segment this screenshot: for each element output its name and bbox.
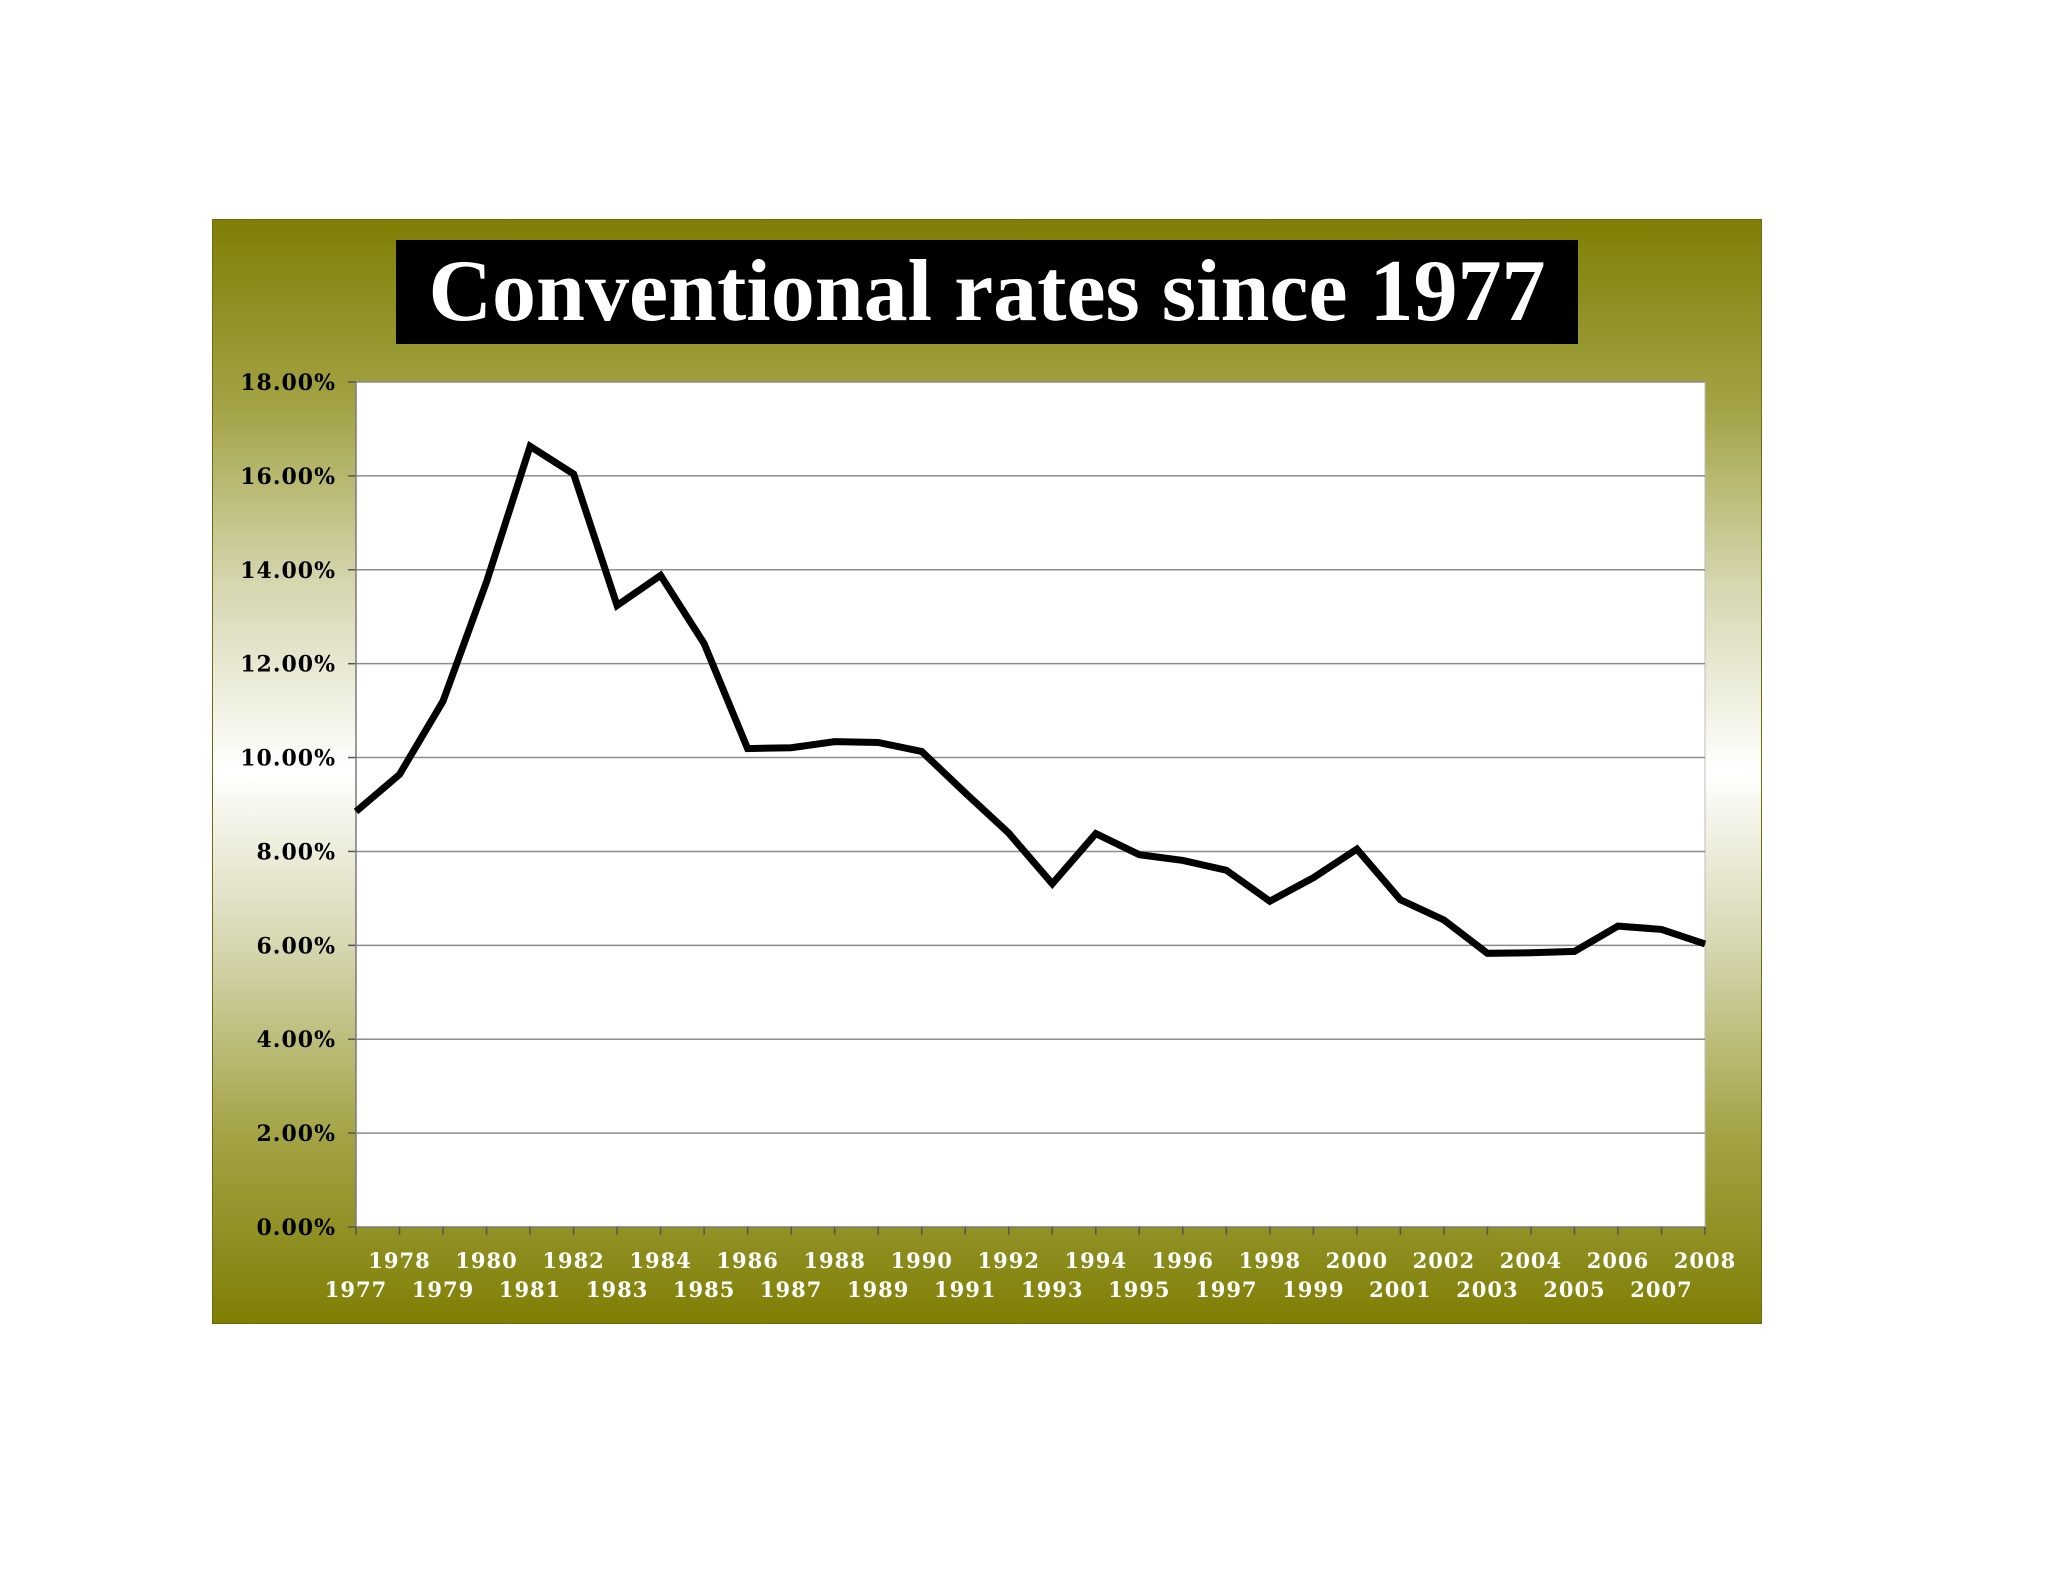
x-tick-label: 1987 bbox=[760, 1277, 822, 1302]
data-point bbox=[1704, 943, 1706, 945]
x-tick-label: 2007 bbox=[1630, 1277, 1692, 1302]
x-tick-label: 1977 bbox=[325, 1277, 387, 1302]
axes bbox=[348, 381, 1706, 1235]
data-point bbox=[616, 604, 618, 606]
data-point bbox=[834, 741, 836, 743]
data-point bbox=[747, 748, 749, 750]
x-tick-label: 1984 bbox=[629, 1248, 691, 1273]
x-tick-label: 1995 bbox=[1108, 1277, 1170, 1302]
series-layer bbox=[353, 440, 1707, 957]
data-point bbox=[877, 742, 879, 744]
x-tick-label: 1999 bbox=[1282, 1277, 1344, 1302]
gridlines bbox=[356, 381, 1705, 1134]
data-point bbox=[964, 792, 966, 794]
data-point bbox=[442, 700, 444, 702]
y-tick-label: 0.00% bbox=[257, 1215, 337, 1241]
x-tick-label: 2004 bbox=[1500, 1248, 1562, 1273]
y-tick-label: 6.00% bbox=[257, 933, 337, 959]
x-tick-label: 1978 bbox=[368, 1248, 430, 1273]
data-point bbox=[1138, 854, 1140, 856]
x-tick-label: 1988 bbox=[803, 1248, 865, 1273]
x-tick-label: 1979 bbox=[412, 1277, 474, 1302]
x-tick-label: 2005 bbox=[1543, 1277, 1605, 1302]
data-point bbox=[1225, 869, 1227, 871]
y-tick-label: 18.00% bbox=[240, 370, 336, 396]
data-point bbox=[1008, 832, 1010, 834]
data-point bbox=[1269, 900, 1271, 902]
x-tick-label: 2003 bbox=[1456, 1277, 1518, 1302]
data-point bbox=[1443, 919, 1445, 921]
data-point bbox=[1051, 883, 1053, 885]
x-tick-label: 2001 bbox=[1369, 1277, 1431, 1302]
data-point bbox=[1530, 952, 1532, 954]
y-tick-label: 2.00% bbox=[257, 1121, 337, 1147]
y-tick-label: 12.00% bbox=[240, 652, 336, 678]
data-point bbox=[1095, 833, 1097, 835]
series-line bbox=[353, 440, 1707, 957]
data-point bbox=[355, 811, 357, 813]
data-point bbox=[1660, 928, 1662, 930]
plot-area bbox=[355, 381, 1706, 1228]
x-tick-labels: 1977 1978 1979 1980 1981 1982 1983 1984 1985 1986… bbox=[325, 1248, 1736, 1302]
x-tick-label: 1989 bbox=[847, 1277, 909, 1302]
x-tick-label: 2008 bbox=[1674, 1248, 1736, 1273]
data-point bbox=[1617, 925, 1619, 927]
x-tick-label: 1980 bbox=[455, 1248, 517, 1273]
data-point bbox=[1573, 950, 1575, 952]
x-tick-label: 2002 bbox=[1413, 1248, 1475, 1273]
data-point bbox=[1182, 859, 1184, 861]
data-point bbox=[660, 574, 662, 576]
x-tick-label: 1981 bbox=[499, 1277, 561, 1302]
data-point bbox=[1312, 877, 1314, 879]
x-tick-label: 1998 bbox=[1239, 1248, 1301, 1273]
data-point bbox=[790, 747, 792, 749]
data-point bbox=[703, 642, 705, 644]
x-tick-label: 1996 bbox=[1152, 1248, 1214, 1273]
data-point bbox=[1356, 848, 1358, 850]
data-point bbox=[573, 473, 575, 475]
y-tick-label: 10.00% bbox=[240, 746, 336, 772]
x-tick-label: 1982 bbox=[542, 1248, 604, 1273]
y-tick-label: 8.00% bbox=[257, 839, 337, 865]
x-tick-label: 2006 bbox=[1587, 1248, 1649, 1273]
data-point bbox=[1399, 899, 1401, 901]
y-tick-labels: 0.00% 2.00% 4.00% 6.00% 8.00% 10.00% 12.00% 14.… bbox=[240, 370, 337, 1241]
y-tick-label: 16.00% bbox=[240, 464, 336, 490]
x-tick-label: 1992 bbox=[978, 1248, 1040, 1273]
y-tick-label: 14.00% bbox=[240, 558, 336, 584]
data-point bbox=[529, 445, 531, 447]
chart-title: Conventional rates since 1977 bbox=[396, 240, 1578, 344]
data-point bbox=[1486, 952, 1488, 954]
data-point bbox=[486, 581, 488, 583]
x-tick-label: 1990 bbox=[890, 1248, 952, 1273]
x-tick-label: 1986 bbox=[716, 1248, 778, 1273]
x-tick-label: 2000 bbox=[1326, 1248, 1388, 1273]
x-tick-label: 1991 bbox=[934, 1277, 996, 1302]
data-point bbox=[399, 773, 401, 775]
x-tick-label: 1994 bbox=[1065, 1248, 1127, 1273]
x-tick-label: 1993 bbox=[1021, 1277, 1083, 1302]
x-tick-label: 1997 bbox=[1195, 1277, 1257, 1302]
y-tick-label: 4.00% bbox=[257, 1027, 337, 1053]
data-point bbox=[921, 750, 923, 752]
x-tick-label: 1985 bbox=[673, 1277, 735, 1302]
x-tick-label: 1983 bbox=[586, 1277, 648, 1302]
